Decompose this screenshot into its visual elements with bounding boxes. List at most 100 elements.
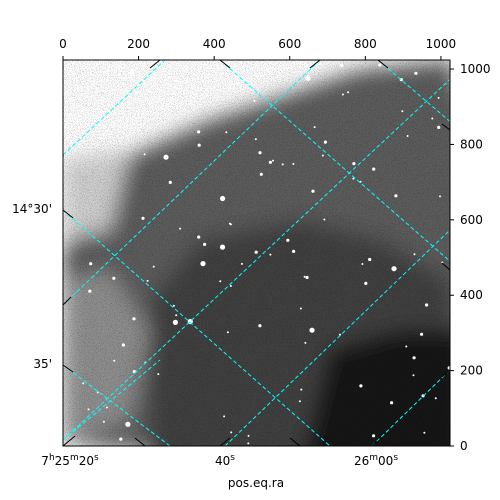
x-tick-label: 200	[127, 37, 150, 51]
star	[125, 421, 131, 427]
star	[132, 317, 136, 321]
star	[412, 356, 416, 360]
x-tick-label: 800	[354, 37, 377, 51]
x-tick-label: 600	[278, 37, 301, 51]
star	[82, 382, 85, 385]
star	[225, 131, 228, 134]
star	[269, 253, 272, 256]
star	[259, 172, 263, 176]
star	[309, 327, 315, 333]
grid-line	[63, 78, 450, 441]
star	[305, 275, 309, 280]
grid-line	[63, 359, 161, 441]
star	[197, 235, 201, 239]
star	[229, 285, 232, 287]
world-tick	[377, 59, 389, 69]
star	[431, 117, 434, 120]
world-tick	[371, 437, 383, 447]
star	[420, 332, 424, 336]
x-tick-label: 400	[203, 37, 226, 51]
world-tick	[62, 296, 72, 306]
star	[401, 110, 404, 113]
star	[281, 163, 284, 166]
star	[292, 163, 295, 165]
star	[361, 263, 364, 265]
star	[197, 143, 201, 147]
star	[286, 238, 290, 242]
star	[157, 373, 160, 376]
y-tick-label: 600	[460, 213, 483, 227]
star	[341, 93, 344, 96]
x-tick-label: 1000	[426, 37, 457, 51]
star	[87, 408, 90, 411]
star	[254, 250, 258, 254]
star	[254, 138, 257, 141]
star	[89, 262, 93, 266]
star	[390, 401, 394, 405]
star	[439, 195, 441, 198]
star	[112, 276, 116, 280]
star	[298, 400, 301, 403]
star	[441, 261, 444, 264]
world-tick	[219, 59, 231, 69]
star	[230, 431, 233, 434]
y-tick-label: 0	[460, 439, 468, 453]
ra-tick-label: 40s	[215, 453, 235, 468]
star	[313, 126, 316, 129]
star	[168, 180, 172, 184]
star	[163, 154, 169, 160]
star	[113, 359, 116, 362]
star	[121, 343, 125, 347]
star	[175, 314, 178, 317]
star	[412, 374, 415, 377]
grid-line	[371, 369, 450, 446]
star	[200, 261, 206, 267]
world-tick	[441, 123, 451, 131]
star	[378, 63, 382, 67]
star	[347, 91, 350, 94]
star	[219, 244, 226, 250]
star	[253, 99, 256, 102]
star	[300, 388, 303, 391]
star	[359, 384, 363, 388]
star	[352, 162, 356, 166]
star	[106, 406, 108, 409]
star	[423, 431, 426, 434]
axis-tick-labels: 0 200 400 600 800 1000 0 200 400 600 800 1000 7h25m2…	[12, 37, 490, 468]
grid-line	[63, 60, 166, 156]
star	[303, 275, 306, 278]
star	[391, 266, 397, 272]
star	[88, 289, 92, 293]
grid-line	[63, 209, 331, 446]
star	[172, 319, 178, 325]
star	[268, 160, 272, 164]
x-axis-label: pos.eq.ra	[228, 476, 284, 490]
star	[368, 257, 372, 262]
star	[394, 194, 398, 198]
grid-line	[219, 60, 450, 262]
star	[179, 90, 182, 93]
star	[179, 227, 182, 230]
star-field	[82, 63, 450, 445]
star	[146, 279, 149, 282]
star	[425, 303, 429, 307]
star	[323, 140, 327, 144]
coordinate-grid	[63, 60, 450, 446]
star	[305, 75, 311, 81]
star	[220, 195, 226, 202]
star	[292, 249, 296, 253]
grid-line	[63, 364, 171, 446]
world-tick	[149, 59, 161, 69]
grid-line	[377, 60, 450, 123]
star	[143, 153, 146, 156]
star	[364, 281, 368, 285]
y-tick-label: 400	[460, 288, 483, 302]
star	[339, 333, 341, 336]
star	[414, 71, 418, 75]
star	[413, 253, 416, 256]
world-tick	[441, 262, 451, 271]
star	[172, 304, 175, 307]
star	[119, 437, 123, 441]
star	[437, 96, 440, 99]
